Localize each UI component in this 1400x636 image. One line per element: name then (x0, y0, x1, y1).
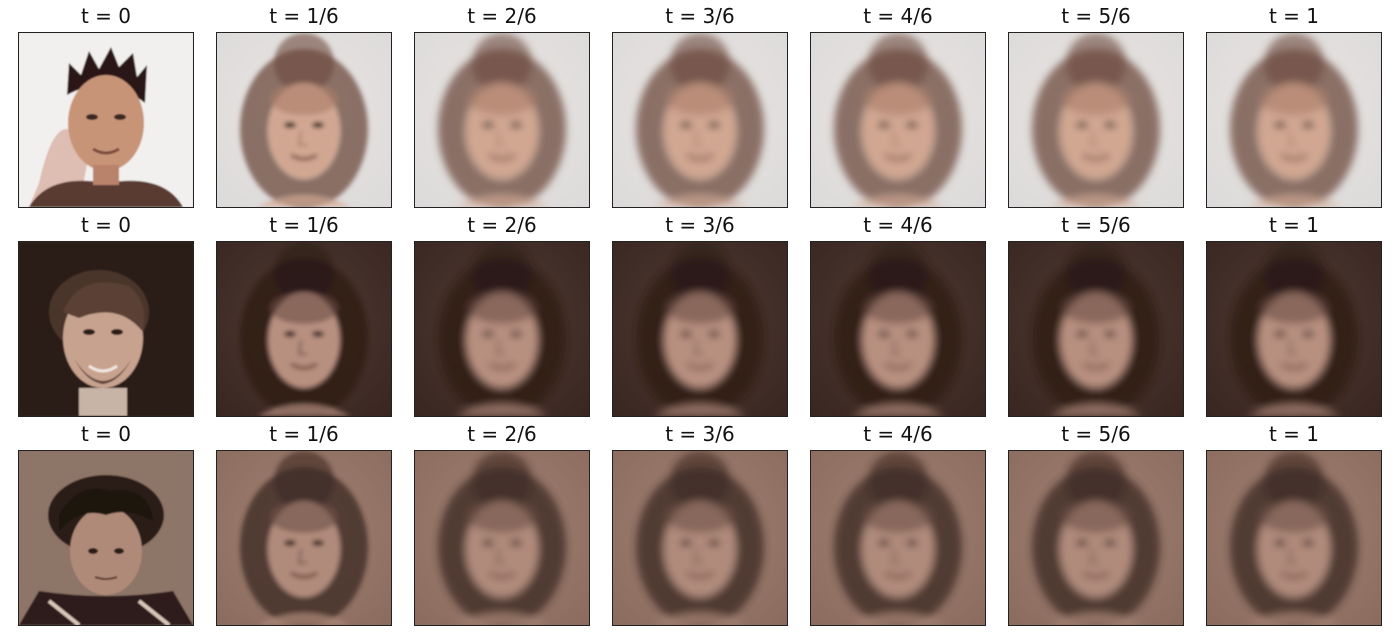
panel-r2-c6: t = 5/6 (1008, 213, 1184, 417)
face-image-graphic (613, 451, 787, 625)
panel-title: t = 5/6 (1061, 4, 1131, 28)
face-image-graphic (217, 242, 391, 416)
face-image (810, 241, 986, 417)
face-image (216, 32, 392, 208)
panel-r2-c1: t = 0 (18, 213, 194, 417)
face-image (810, 32, 986, 208)
panel-r3-c5: t = 4/6 (810, 422, 986, 626)
face-image-graphic (811, 33, 985, 207)
panel-title: t = 0 (80, 4, 132, 28)
face-image (1206, 241, 1382, 417)
face-image (18, 241, 194, 417)
panel-r1-c5: t = 4/6 (810, 4, 986, 208)
panel-r2-c7: t = 1 (1206, 213, 1382, 417)
panel-title: t = 3/6 (665, 4, 735, 28)
panel-r3-c1: t = 0 (18, 422, 194, 626)
panel-title: t = 0 (80, 213, 132, 237)
panel-title: t = 2/6 (467, 4, 537, 28)
panel-r1-c3: t = 2/6 (414, 4, 590, 208)
face-image (1206, 450, 1382, 626)
face-image (414, 450, 590, 626)
panel-title: t = 1/6 (269, 4, 339, 28)
face-image-graphic (1009, 242, 1183, 416)
face-image-graphic (217, 33, 391, 207)
panel-title: t = 1 (1268, 422, 1320, 446)
face-image (810, 450, 986, 626)
panel-r2-c5: t = 4/6 (810, 213, 986, 417)
face-image-graphic (1009, 451, 1183, 625)
panel-title: t = 1/6 (269, 213, 339, 237)
face-image (18, 32, 194, 208)
face-image-graphic (613, 242, 787, 416)
face-image (1008, 450, 1184, 626)
face-image (1008, 32, 1184, 208)
panel-r1-c2: t = 1/6 (216, 4, 392, 208)
panel-title: t = 2/6 (467, 422, 537, 446)
panel-title: t = 4/6 (863, 4, 933, 28)
face-image-graphic (1009, 33, 1183, 207)
panel-r2-c4: t = 3/6 (612, 213, 788, 417)
face-image (18, 450, 194, 626)
face-image-graphic (1207, 242, 1381, 416)
face-image-graphic (415, 33, 589, 207)
panel-r3-c6: t = 5/6 (1008, 422, 1184, 626)
face-image (612, 241, 788, 417)
face-image (216, 241, 392, 417)
face-image-graphic (217, 451, 391, 625)
panel-r1-c1: t = 0 (18, 4, 194, 208)
face-image (612, 450, 788, 626)
face-image-graphic (811, 451, 985, 625)
face-image-graphic (811, 242, 985, 416)
panel-r2-c3: t = 2/6 (414, 213, 590, 417)
panel-r1-c6: t = 5/6 (1008, 4, 1184, 208)
panel-r3-c3: t = 2/6 (414, 422, 590, 626)
panel-r3-c4: t = 3/6 (612, 422, 788, 626)
panel-r1-c4: t = 3/6 (612, 4, 788, 208)
panel-title: t = 3/6 (665, 422, 735, 446)
face-image (1206, 32, 1382, 208)
face-image (612, 32, 788, 208)
face-image-graphic (613, 33, 787, 207)
panel-title: t = 3/6 (665, 213, 735, 237)
face-image (216, 450, 392, 626)
face-image-graphic (19, 451, 193, 625)
panel-r3-c2: t = 1/6 (216, 422, 392, 626)
panel-r1-c7: t = 1 (1206, 4, 1382, 208)
panel-title: t = 1 (1268, 213, 1320, 237)
panel-title: t = 1/6 (269, 422, 339, 446)
face-image-graphic (19, 242, 193, 416)
panel-title: t = 0 (80, 422, 132, 446)
panel-title: t = 5/6 (1061, 422, 1131, 446)
face-image (1008, 241, 1184, 417)
panel-r2-c2: t = 1/6 (216, 213, 392, 417)
panel-title: t = 2/6 (467, 213, 537, 237)
face-image (414, 241, 590, 417)
panel-title: t = 4/6 (863, 422, 933, 446)
panel-title: t = 5/6 (1061, 213, 1131, 237)
face-image-graphic (1207, 451, 1381, 625)
face-image-graphic (415, 451, 589, 625)
face-image-graphic (19, 33, 193, 207)
panel-r3-c7: t = 1 (1206, 422, 1382, 626)
panel-title: t = 4/6 (863, 213, 933, 237)
panel-title: t = 1 (1268, 4, 1320, 28)
face-image-graphic (415, 242, 589, 416)
face-image (414, 32, 590, 208)
face-image-graphic (1207, 33, 1381, 207)
